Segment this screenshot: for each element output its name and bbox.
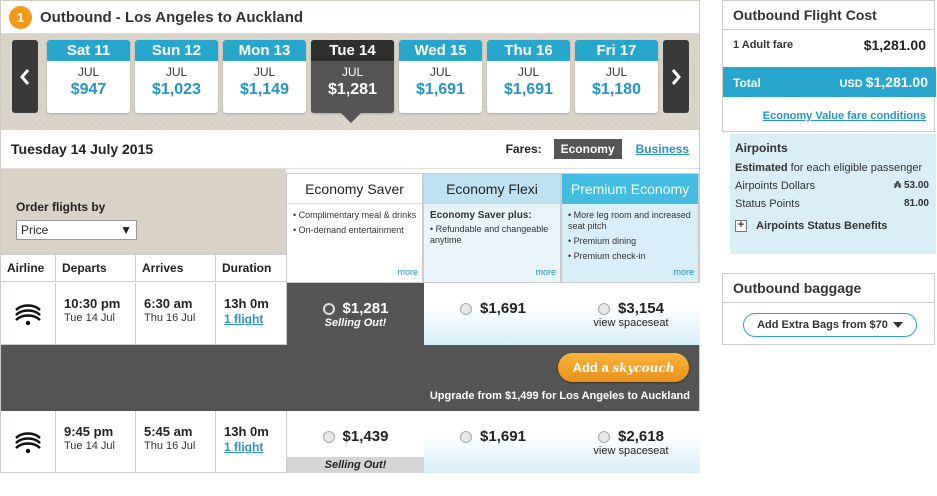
total-amount: USD $1,281.00 (839, 74, 928, 90)
arrive-cell: 6:30 am Thu 16 Jul (136, 283, 216, 345)
col-departs: Departs (56, 255, 136, 281)
selected-date-row: Tuesday 14 July 2015 Fares: Economy Busi… (1, 130, 699, 169)
fare-option-flexi[interactable]: $1,691 (424, 283, 562, 345)
add-skycouch-button[interactable]: Add a skycouch (558, 353, 689, 382)
date-tab-mon-13[interactable]: Mon 13 JUL $1,149 (223, 40, 306, 113)
duration-cell: 13h 0m 1 flight (216, 283, 287, 345)
fare-benefits: Economy Saver plus: • Refundable and cha… (430, 210, 549, 245)
more-link[interactable]: more (535, 267, 556, 277)
radio-button[interactable] (322, 430, 335, 443)
fare-option-saver-selected[interactable]: $1,281 Selling Out! (287, 283, 424, 345)
depart-cell: 10:30 pm Tue 14 Jul (56, 283, 136, 345)
radio-button[interactable] (598, 430, 611, 443)
depart-cell: 9:45 pm Tue 14 Jul (56, 411, 136, 473)
order-panel: Order flights by Price ▼ (1, 169, 286, 254)
dropdown-arrow-icon: ▼ (120, 223, 132, 237)
fare-name: Economy Flexi (424, 174, 560, 204)
view-spaceseat-link[interactable]: view spaceseat (593, 317, 669, 329)
air-new-zealand-koru-icon (15, 432, 41, 454)
fare-header-economy-flexi: Economy Flexi Economy Saver plus: • Refu… (423, 173, 561, 283)
more-link[interactable]: more (673, 267, 694, 277)
flight-cost-box: Outbound Flight Cost 1 Adult fare $1,281… (722, 0, 936, 132)
add-extra-bags-button[interactable]: Add Extra Bags from $70 (743, 313, 917, 337)
cost-title: Outbound Flight Cost (723, 1, 934, 30)
selling-out-note: Selling Out! (324, 317, 387, 329)
upgrade-text: Upgrade from $1,499 for Los Angeles to A… (429, 390, 690, 402)
air-new-zealand-koru-icon (15, 304, 41, 326)
column-header-row: Airline Departs Arrives Duration (1, 254, 286, 282)
fare-benefits: • More leg room and increased seat pitch… (568, 210, 691, 261)
airpoints-estimate: Estimated for each eligible passenger (735, 162, 923, 174)
fare-option-flexi[interactable]: $1,691 (424, 411, 562, 473)
fare-option-premium[interactable]: $3,154 view spaceseat (562, 283, 700, 345)
outbound-header: 1 Outbound - Los Angeles to Auckland (1, 1, 699, 34)
skycouch-upsell-bar: Add a skycouch Upgrade from $1,499 for L… (1, 345, 699, 411)
airpoints-box: Airpoints Estimated for each eligible pa… (730, 134, 936, 254)
date-carousel: Sat 11 JUL $947 Sun 12 JUL $1,023 Mon 13… (1, 34, 699, 130)
status-points-row: Status Points 81.00 (735, 198, 929, 210)
total-label: Total (733, 76, 761, 90)
fare-name: Premium Economy (562, 174, 698, 204)
col-arrives: Arrives (136, 255, 216, 281)
business-fares-link[interactable]: Business (635, 142, 689, 156)
fare-benefits: • Complimentary meal & drinks • On-deman… (293, 210, 417, 235)
radio-button[interactable] (598, 302, 611, 315)
date-tab-sat-11[interactable]: Sat 11 JUL $947 (47, 40, 130, 113)
selected-date-text: Tuesday 14 July 2015 (11, 141, 154, 157)
airpoints-benefits-toggle[interactable]: + Airpoints Status Benefits (735, 220, 931, 232)
fare-option-saver[interactable]: $1,439 Selling Out! (287, 411, 424, 473)
col-duration: Duration (222, 261, 272, 275)
chevron-left-icon (20, 68, 30, 85)
fare-option-premium[interactable]: $2,618 view spaceseat (562, 411, 700, 473)
selected-date-pointer (341, 113, 361, 123)
duration-cell: 13h 0m 1 flight (216, 411, 287, 473)
date-tab-wed-15[interactable]: Wed 15 JUL $1,691 (399, 40, 482, 113)
radio-button[interactable] (460, 302, 473, 315)
step-number: 1 (9, 5, 32, 29)
airline-logo (1, 411, 56, 473)
economy-fares-button[interactable]: Economy (553, 139, 622, 159)
order-label: Order flights by (16, 200, 106, 214)
col-airline: Airline (1, 255, 56, 281)
radio-button[interactable] (322, 302, 335, 315)
fare-conditions-link[interactable]: Economy Value fare conditions (762, 110, 926, 122)
date-tab-sun-12[interactable]: Sun 12 JUL $1,023 (135, 40, 218, 113)
date-tab-thu-16[interactable]: Thu 16 JUL $1,691 (487, 40, 570, 113)
adult-fare-label: 1 Adult fare (733, 39, 794, 51)
total-bar: Total USD $1,281.00 (723, 67, 936, 97)
radio-button[interactable] (460, 430, 473, 443)
fare-header-economy-saver: Economy Saver • Complimentary meal & dri… (286, 173, 423, 283)
prev-dates-button[interactable] (12, 40, 38, 113)
view-spaceseat-link[interactable]: view spaceseat (593, 445, 669, 457)
date-tab-tue-14-selected[interactable]: Tue 14 JUL $1,281 (311, 40, 394, 113)
arrive-cell: 5:45 am Thu 16 Jul (136, 411, 216, 473)
flight-row: 9:45 pm Tue 14 Jul 5:45 am Thu 16 Jul 13… (1, 411, 700, 473)
baggage-title: Outbound baggage (723, 274, 934, 303)
flight-row: 10:30 pm Tue 14 Jul 6:30 am Thu 16 Jul 1… (1, 283, 700, 345)
skycouch-brand: skycouch (612, 361, 675, 375)
date-tab-fri-17[interactable]: Fri 17 JUL $1,180 (575, 40, 658, 113)
outbound-title: Outbound - Los Angeles to Auckland (40, 8, 304, 26)
fare-header-premium-economy: Premium Economy • More leg room and incr… (561, 173, 699, 283)
airline-logo (1, 283, 56, 345)
plus-icon: + (735, 220, 747, 232)
airpoints-title: Airpoints (735, 141, 788, 155)
fares-label: Fares: (505, 142, 542, 156)
more-link[interactable]: more (397, 267, 418, 277)
dropdown-arrow-icon (892, 322, 903, 329)
flight-details-link[interactable]: 1 flight (224, 440, 264, 454)
chevron-right-icon (671, 68, 681, 85)
next-dates-button[interactable] (663, 40, 689, 113)
order-select-value: Price (21, 223, 49, 237)
selling-out-note: Selling Out! (287, 457, 424, 473)
flight-details-link[interactable]: 1 flight (224, 312, 264, 326)
airpoints-dollars-row: Airpoints Dollars ₳ 53.00 (735, 180, 929, 192)
adult-fare-amount: $1,281.00 (863, 37, 926, 53)
order-select[interactable]: Price ▼ (16, 220, 137, 240)
baggage-box: Outbound baggage Add Extra Bags from $70 (722, 273, 935, 345)
fare-name: Economy Saver (287, 174, 422, 204)
